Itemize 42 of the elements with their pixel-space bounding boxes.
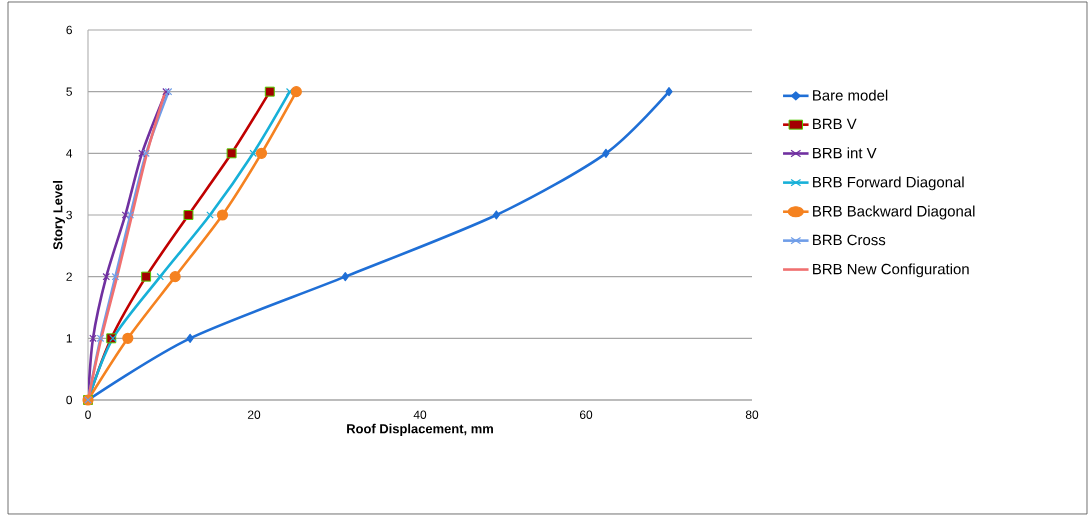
y-axis-title: Story Level: [52, 181, 65, 250]
legend-label: BRB Backward Diagonal: [813, 205, 975, 220]
y-tick-label: 1: [66, 334, 72, 343]
point: [102, 272, 111, 281]
point: [142, 149, 150, 158]
point: [169, 271, 181, 283]
point: [89, 334, 97, 343]
y-tick-label: 6: [66, 25, 72, 35]
point: [665, 87, 673, 97]
x-tick-label: 60: [579, 410, 593, 419]
point: [183, 210, 194, 220]
point: [216, 209, 229, 221]
legend-label: Bare model: [813, 89, 888, 101]
point: [341, 272, 349, 282]
point: [126, 211, 135, 219]
point: [96, 334, 105, 343]
legend-label: BRB Forward Diagonal: [813, 176, 964, 191]
x-tick-label: 40: [413, 410, 427, 419]
legend-label: BRB New Configuration: [813, 263, 969, 278]
point: [122, 332, 134, 344]
point: [492, 210, 500, 220]
x-tick-label: 80: [745, 410, 759, 419]
x-axis-title: Roof Displacement, mm: [347, 423, 493, 436]
point: [186, 333, 194, 343]
x-tick-label: 20: [247, 410, 261, 419]
x-tick-label: 0: [85, 410, 91, 419]
point: [141, 271, 152, 282]
point: [290, 86, 302, 98]
point: [249, 149, 257, 158]
legend-label: BRB V: [813, 118, 857, 130]
y-tick-label: 5: [66, 87, 72, 96]
point: [255, 147, 268, 159]
point: [264, 86, 275, 97]
y-tick-label: 3: [66, 210, 72, 220]
y-tick-label: 2: [66, 272, 72, 281]
point: [226, 148, 237, 159]
point: [156, 272, 164, 281]
y-tick-label: 4: [66, 149, 73, 158]
point: [602, 148, 610, 158]
legend-label: BRB Cross: [813, 234, 886, 246]
legend-label: BRB int V: [813, 147, 877, 159]
y-tick-label: 0: [66, 395, 73, 405]
